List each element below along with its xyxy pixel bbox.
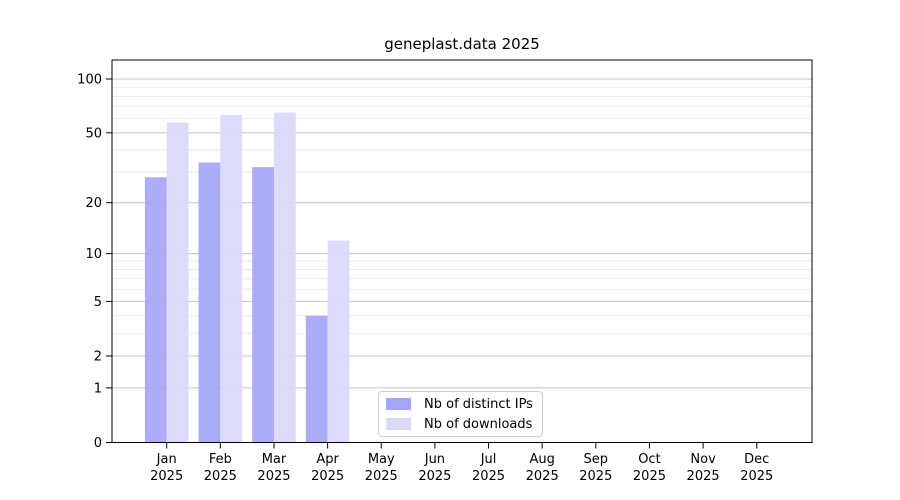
- bar-distinct-ips: [305, 315, 328, 443]
- bar-distinct-ips: [198, 162, 221, 443]
- y-tick-label: 1: [94, 381, 102, 396]
- legend-swatch-downloads: [386, 418, 411, 430]
- x-tick-label-year: 2025: [472, 469, 505, 484]
- x-tick-label-year: 2025: [687, 469, 720, 484]
- bar-distinct-ips: [144, 177, 167, 443]
- x-tick-label-year: 2025: [579, 469, 612, 484]
- legend: Nb of distinct IPs Nb of downloads: [378, 391, 543, 437]
- bar-downloads: [166, 122, 189, 443]
- x-tick-label-month: Mar: [262, 452, 287, 467]
- y-tick-label: 2: [94, 349, 102, 364]
- chart-title: geneplast.data 2025: [384, 35, 540, 53]
- bar-distinct-ips: [252, 167, 274, 443]
- bar-downloads: [220, 114, 243, 443]
- legend-label-downloads: Nb of downloads: [424, 416, 533, 432]
- legend-swatch-distinct-ips: [386, 398, 411, 410]
- x-tick-label-month: Jul: [480, 452, 497, 467]
- y-tick-label: 50: [85, 126, 102, 141]
- plot-border: [111, 59, 813, 443]
- x-tick-label-year: 2025: [526, 469, 559, 484]
- x-tick-label-year: 2025: [311, 469, 344, 484]
- x-tick-label-year: 2025: [740, 469, 773, 484]
- x-tick-label-month: Aug: [529, 452, 554, 467]
- x-tick-label-year: 2025: [204, 469, 237, 484]
- y-tick-label: 5: [94, 295, 102, 310]
- legend-item-downloads: Nb of downloads: [379, 415, 542, 433]
- y-tick-label: 10: [85, 247, 102, 262]
- bar-downloads: [327, 240, 350, 443]
- y-tick-label: 100: [77, 73, 102, 88]
- x-tick-label-year: 2025: [150, 469, 183, 484]
- legend-item-distinct-ips: Nb of distinct IPs: [379, 395, 542, 413]
- x-tick-label-month: Apr: [316, 452, 339, 467]
- legend-label-distinct-ips: Nb of distinct IPs: [424, 396, 533, 412]
- x-tick-label-month: Feb: [209, 452, 232, 467]
- x-tick-label-month: Sep: [584, 452, 609, 467]
- y-tick-label: 0: [94, 436, 102, 451]
- x-tick-label-month: May: [368, 452, 395, 467]
- bar-downloads: [273, 112, 296, 443]
- x-tick-label-month: Jun: [424, 452, 445, 467]
- x-tick-label-month: Oct: [638, 452, 660, 467]
- x-tick-label-year: 2025: [257, 469, 290, 484]
- x-tick-label-year: 2025: [365, 469, 398, 484]
- x-tick-label-month: Nov: [690, 452, 716, 467]
- x-tick-label-year: 2025: [418, 469, 451, 484]
- y-tick-label: 20: [85, 196, 102, 211]
- x-tick-label-month: Dec: [744, 452, 769, 467]
- x-tick-label-year: 2025: [633, 469, 666, 484]
- x-tick-label-month: Jan: [156, 452, 177, 467]
